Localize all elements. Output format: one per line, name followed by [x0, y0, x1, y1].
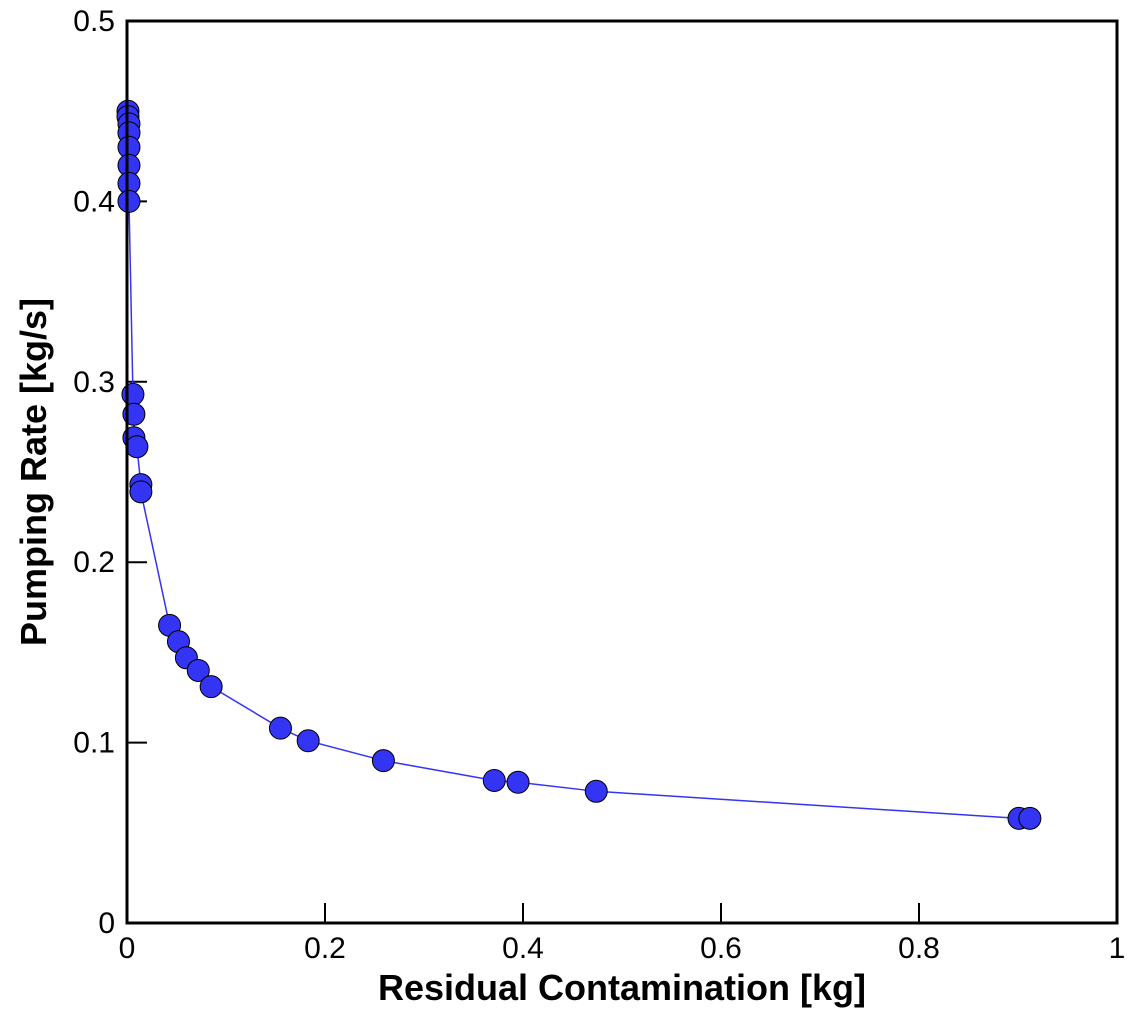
data-point: [1018, 806, 1042, 830]
y-tick-label: 0.4: [73, 185, 115, 218]
y-axis-title: Pumping Rate [kg/s]: [13, 298, 54, 646]
x-tick-label: 0.2: [304, 932, 346, 965]
y-tick-label: 0.1: [73, 727, 115, 760]
data-point: [584, 779, 608, 803]
data-point: [268, 716, 292, 740]
data-point: [121, 382, 145, 406]
data-point: [199, 675, 223, 699]
data-line: [127, 111, 1030, 820]
data-point: [482, 768, 506, 792]
x-axis-title: Residual Contamination [kg]: [378, 967, 866, 1008]
data-point: [186, 658, 210, 682]
plot-frame: [125, 19, 1119, 925]
x-tick-label: 1: [1109, 932, 1126, 965]
x-tick-label: 0: [119, 932, 136, 965]
y-tick-label: 0.2: [73, 546, 115, 579]
y-tick-label: 0.3: [73, 366, 115, 399]
x-tick-label: 0.6: [700, 932, 742, 965]
x-tick-label: 0.8: [898, 932, 940, 965]
data-point: [296, 729, 320, 753]
data-point: [506, 770, 530, 794]
y-tick-label: 0.5: [73, 5, 115, 38]
data-point: [125, 435, 149, 459]
data-point: [371, 749, 395, 773]
x-tick-label: 0.4: [502, 932, 544, 965]
y-tick-label: 0: [98, 907, 115, 940]
data-point: [117, 189, 141, 213]
data-point: [129, 480, 153, 504]
